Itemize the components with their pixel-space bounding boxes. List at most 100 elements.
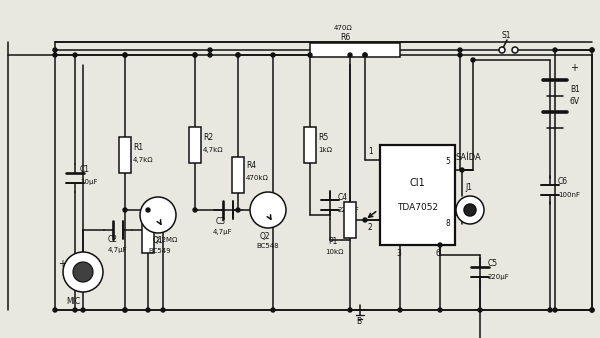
Circle shape [478, 308, 482, 312]
Bar [232, 157, 244, 193]
Text: TDA7052: TDA7052 [397, 202, 438, 212]
Circle shape [73, 262, 93, 282]
Circle shape [363, 53, 367, 57]
Text: BC548: BC548 [256, 243, 278, 249]
Circle shape [81, 308, 85, 312]
Text: Q1: Q1 [153, 237, 164, 245]
Circle shape [438, 243, 442, 247]
Text: R3: R3 [156, 222, 166, 232]
Text: 470kΩ: 470kΩ [246, 175, 269, 181]
Circle shape [363, 53, 367, 57]
Bar [310, 43, 400, 57]
Text: B: B [356, 317, 361, 327]
Text: +: + [58, 259, 66, 269]
Circle shape [348, 53, 352, 57]
Circle shape [123, 308, 127, 312]
Text: 1kΩ: 1kΩ [318, 147, 332, 153]
Circle shape [590, 48, 594, 52]
Text: R2: R2 [203, 132, 213, 142]
Text: 220μF: 220μF [488, 274, 510, 280]
Text: 4,7μF: 4,7μF [213, 229, 233, 235]
Text: C2: C2 [108, 236, 118, 244]
Text: +: + [570, 63, 578, 73]
Text: 3: 3 [396, 248, 401, 258]
Text: Q2: Q2 [260, 232, 271, 241]
Text: 4,7μF: 4,7μF [108, 247, 128, 253]
Circle shape [53, 308, 57, 312]
Text: 220nF: 220nF [338, 207, 360, 213]
Circle shape [458, 53, 462, 57]
Circle shape [499, 47, 505, 53]
Circle shape [348, 308, 352, 312]
Text: 10μF: 10μF [80, 179, 97, 185]
Text: C6: C6 [558, 177, 568, 187]
Circle shape [398, 308, 402, 312]
Circle shape [63, 252, 103, 292]
Circle shape [553, 308, 557, 312]
Text: 5: 5 [445, 158, 450, 167]
Text: MIC: MIC [66, 297, 80, 307]
Bar [189, 127, 201, 163]
Text: SAÍDA: SAÍDA [455, 153, 481, 163]
Text: J1: J1 [465, 184, 472, 193]
Circle shape [471, 58, 475, 62]
Circle shape [590, 308, 594, 312]
Text: 6V: 6V [570, 97, 580, 106]
Text: P1: P1 [328, 238, 337, 246]
Circle shape [123, 53, 127, 57]
Circle shape [458, 48, 462, 52]
Circle shape [460, 168, 464, 172]
Text: 1: 1 [368, 147, 373, 156]
Circle shape [193, 53, 197, 57]
Circle shape [590, 48, 594, 52]
Text: R6: R6 [340, 33, 350, 43]
Text: R1: R1 [133, 143, 143, 151]
Text: C4: C4 [338, 193, 348, 201]
Text: C5: C5 [488, 260, 498, 268]
Circle shape [438, 308, 442, 312]
Text: A: A [380, 203, 385, 213]
Circle shape [590, 308, 594, 312]
Circle shape [140, 197, 176, 233]
Circle shape [548, 308, 552, 312]
Circle shape [271, 308, 275, 312]
Text: 10kΩ: 10kΩ [325, 249, 343, 255]
Circle shape [512, 47, 518, 53]
Text: 470Ω: 470Ω [334, 25, 352, 31]
Circle shape [123, 208, 127, 212]
Text: 100nF: 100nF [558, 192, 580, 198]
Circle shape [73, 53, 77, 57]
Text: 8: 8 [445, 218, 450, 227]
Bar [344, 202, 356, 238]
Circle shape [146, 308, 150, 312]
Circle shape [250, 192, 286, 228]
Circle shape [193, 208, 197, 212]
Circle shape [553, 48, 557, 52]
Circle shape [236, 208, 240, 212]
Circle shape [123, 308, 127, 312]
Circle shape [161, 308, 165, 312]
Circle shape [456, 196, 484, 224]
Circle shape [123, 53, 127, 57]
Text: R5: R5 [318, 132, 328, 142]
Text: BC549: BC549 [148, 248, 170, 254]
Text: 2: 2 [368, 223, 373, 233]
Circle shape [53, 48, 57, 52]
Bar [142, 217, 154, 253]
Text: C3: C3 [216, 217, 226, 226]
Circle shape [236, 53, 240, 57]
Circle shape [53, 53, 57, 57]
Text: S1: S1 [502, 31, 511, 41]
Bar [380, 145, 455, 245]
Bar [119, 137, 131, 173]
Circle shape [73, 308, 77, 312]
Text: B1: B1 [570, 86, 580, 95]
Bar [304, 127, 316, 163]
Circle shape [363, 218, 367, 222]
Text: 4,7kΩ: 4,7kΩ [203, 147, 224, 153]
Circle shape [271, 53, 275, 57]
Text: 6: 6 [436, 248, 441, 258]
Text: 4,7kΩ: 4,7kΩ [133, 157, 154, 163]
Circle shape [236, 53, 240, 57]
Circle shape [208, 53, 212, 57]
